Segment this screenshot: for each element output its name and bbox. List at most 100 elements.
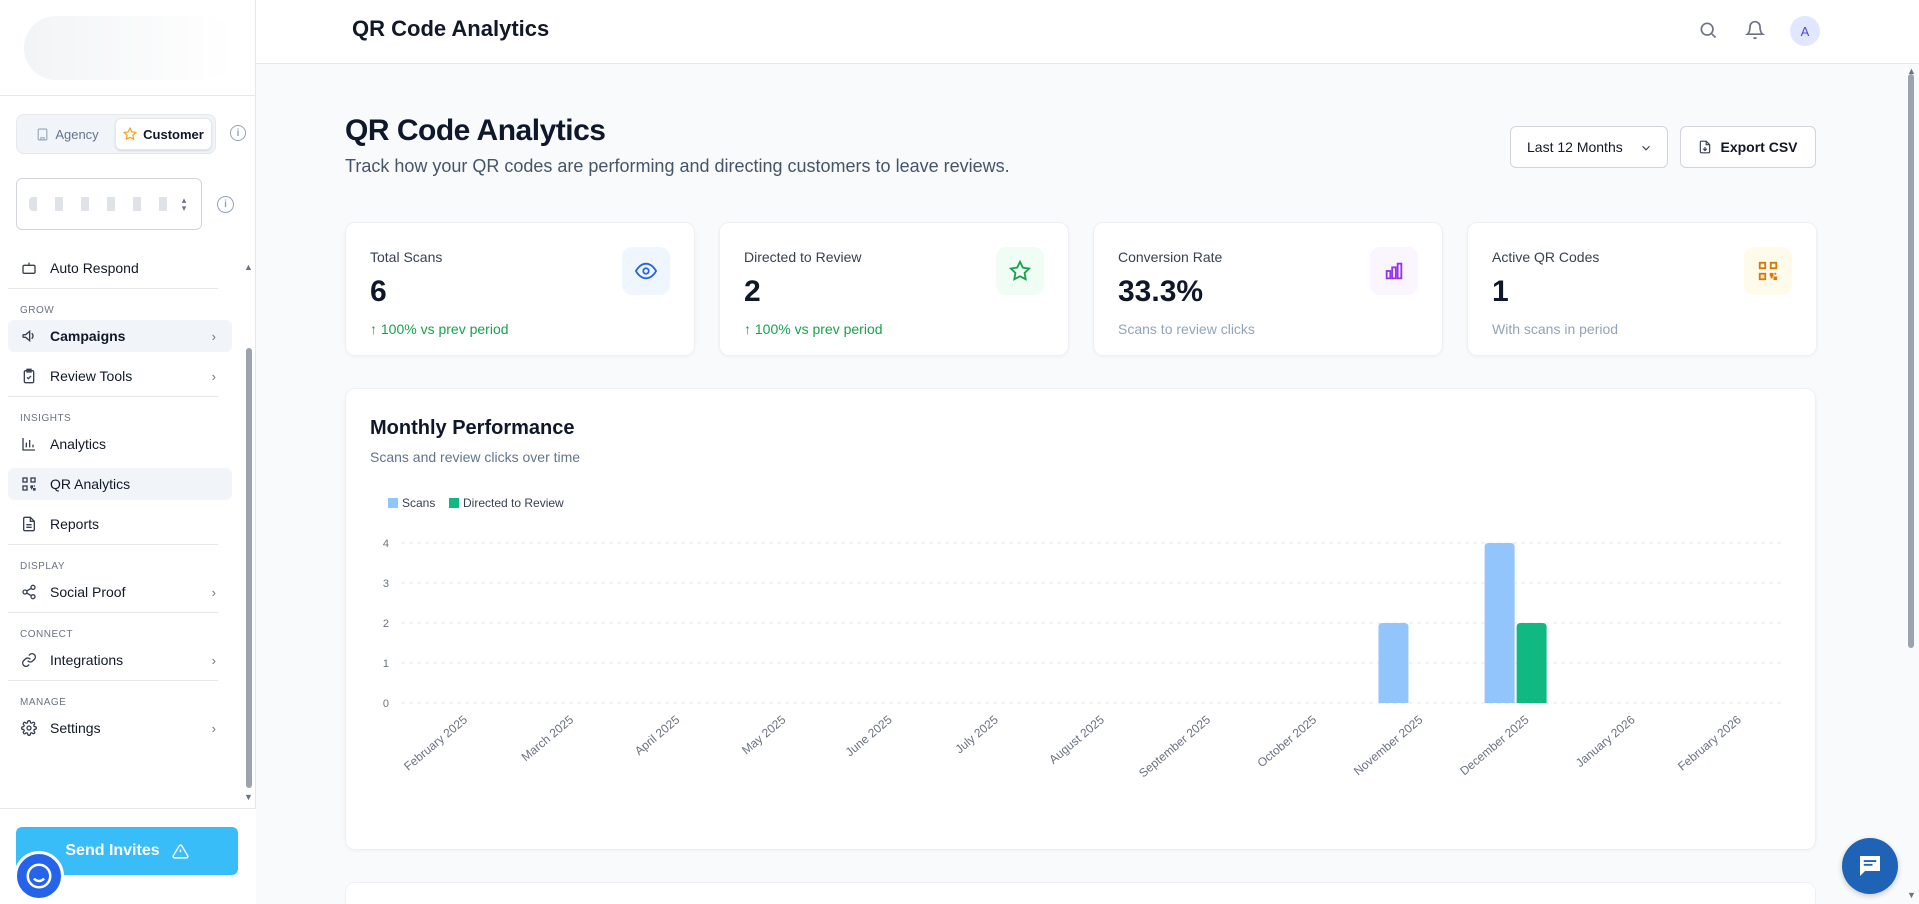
x-tick-label: February 2026 [1675, 712, 1744, 773]
chevron-right-icon: › [211, 584, 216, 600]
sidebar-item-reports[interactable]: Reports [8, 508, 232, 540]
x-tick-label: November 2025 [1351, 712, 1426, 778]
export-csv-button[interactable]: Export CSV [1680, 126, 1816, 168]
chevron-right-icon: › [211, 652, 216, 668]
bar-chart-icon [22, 438, 35, 451]
x-tick-label: April 2025 [632, 712, 683, 758]
y-tick-label: 1 [383, 658, 389, 670]
stat-label: Active QR Codes [1492, 249, 1600, 265]
brand-logo[interactable] [24, 16, 234, 80]
sidebar-scrollbar[interactable]: ▲ ▼ [244, 262, 253, 802]
stat-note: Scans to review clicks [1118, 321, 1255, 337]
customer-mode-button[interactable]: Customer [115, 118, 212, 150]
sidebar-item-integrations[interactable]: Integrations › [8, 644, 232, 676]
stat-value: 6 [370, 275, 387, 308]
file-icon [1700, 140, 1711, 154]
agency-mode-button[interactable]: Agency [20, 118, 115, 150]
sidebar-item-analytics[interactable]: Analytics [8, 428, 232, 460]
sidebar-item-review-tools[interactable]: Review Tools › [8, 360, 232, 392]
x-tick-label: August 2025 [1046, 712, 1107, 766]
sidebar-nav: Auto Respond GROW Campaigns › Review Too… [0, 252, 240, 744]
bar-scans [1484, 543, 1515, 703]
x-tick-label: February 2025 [401, 712, 470, 773]
x-tick-label: June 2025 [843, 712, 895, 759]
share-icon [22, 584, 36, 600]
location-select[interactable]: ▴ ▾ [16, 178, 202, 230]
clipboard-check-icon [23, 368, 35, 384]
building-icon [37, 128, 48, 140]
section-label-insights: INSIGHTS [20, 413, 72, 424]
stat-label: Conversion Rate [1118, 249, 1223, 265]
link-icon [22, 653, 36, 667]
legend-swatch [449, 498, 459, 508]
sidebar-item-label: Review Tools [50, 368, 133, 384]
bot-icon [22, 262, 36, 274]
qr-code-icon [22, 477, 36, 491]
stat-note: With scans in period [1492, 321, 1619, 337]
section-label-manage: MANAGE [20, 697, 67, 708]
smiley-icon [26, 863, 52, 889]
agency-label: Agency [55, 126, 99, 142]
main-content: QR Code Analytics Track how your QR code… [256, 64, 1902, 904]
stat-trend: ↑ 100% vs prev period [370, 321, 509, 337]
x-tick-label: September 2025 [1136, 712, 1213, 780]
sidebar-item-label: Reports [50, 516, 100, 532]
section-label-connect: CONNECT [20, 629, 73, 640]
sidebar-item-campaigns[interactable]: Campaigns › [8, 320, 232, 352]
sidebar-item-label: Integrations [50, 652, 124, 668]
legend-label: Directed to Review [463, 496, 564, 510]
chevron-right-icon: › [211, 720, 216, 736]
sidebar-item-label: Analytics [50, 436, 107, 452]
chart-title: Monthly Performance [370, 417, 575, 439]
info-icon[interactable]: i [230, 125, 246, 141]
section-label-grow: GROW [20, 305, 55, 316]
date-range-select[interactable]: Last 12 Months [1510, 126, 1668, 168]
sidebar-item-qr-analytics[interactable]: QR Analytics [8, 468, 232, 500]
y-tick-label: 4 [383, 538, 389, 550]
legend-swatch [388, 498, 398, 508]
bell-icon[interactable] [1743, 18, 1767, 42]
monthly-performance-chart: Scans Directed to Review 0 1 2 3 4 February 202… [383, 496, 1781, 780]
stat-value: 2 [744, 275, 761, 308]
sidebar: Agency Customer i ▴ ▾ i Auto Respond GROW… [0, 0, 256, 904]
stat-value: 1 [1492, 275, 1509, 308]
chart-subtitle: Scans and review clicks over time [370, 449, 581, 465]
stat-label: Total Scans [370, 249, 443, 265]
chevron-right-icon: › [211, 328, 216, 344]
sidebar-item-auto-respond[interactable]: Auto Respond [8, 252, 232, 284]
y-tick-label: 3 [383, 578, 389, 590]
stat-card-directed-to-review: Directed to Review 2 ↑ 100% vs prev peri… [719, 222, 1069, 356]
header-title: QR Code Analytics [352, 16, 550, 41]
chat-widget-button[interactable] [1842, 838, 1898, 894]
y-tick-label: 0 [383, 698, 389, 710]
top-header: QR Code Analytics A [256, 0, 1919, 64]
bar-directed-to-review [1516, 623, 1547, 703]
page-title: QR Code Analytics [345, 114, 606, 147]
file-text-icon [23, 516, 35, 532]
qr-code-icon [1744, 247, 1792, 295]
search-icon[interactable] [1696, 18, 1720, 42]
info-icon[interactable]: i [217, 196, 234, 213]
date-range-value: Last 12 Months [1527, 139, 1623, 155]
sidebar-item-label: Settings [50, 720, 101, 736]
warning-icon [172, 843, 189, 859]
avatar[interactable]: A [1790, 16, 1820, 46]
sidebar-item-social-proof[interactable]: Social Proof › [8, 576, 232, 608]
x-tick-label: January 2026 [1573, 712, 1638, 770]
x-tick-label: July 2025 [952, 712, 1001, 756]
chevron-right-icon: › [211, 368, 216, 384]
send-invites-label: Send Invites [65, 842, 160, 859]
sidebar-item-settings[interactable]: Settings › [8, 712, 232, 744]
bar-chart-icon [1370, 247, 1418, 295]
smiley-widget-button[interactable] [14, 851, 64, 901]
logo-area [0, 0, 255, 96]
stat-value: 33.3% [1118, 275, 1204, 308]
stat-card-total-scans: Total Scans 6 ↑ 100% vs prev period [345, 222, 695, 356]
main-scrollbar[interactable]: ▲ ▼ [1907, 66, 1916, 900]
legend-label: Scans [402, 496, 435, 510]
bar-scans [1378, 623, 1409, 703]
monthly-performance-card: Monthly Performance Scans and review cli… [345, 388, 1816, 850]
megaphone-icon [22, 329, 34, 343]
customer-label: Customer [143, 126, 204, 142]
location-value-blurred [29, 197, 179, 211]
